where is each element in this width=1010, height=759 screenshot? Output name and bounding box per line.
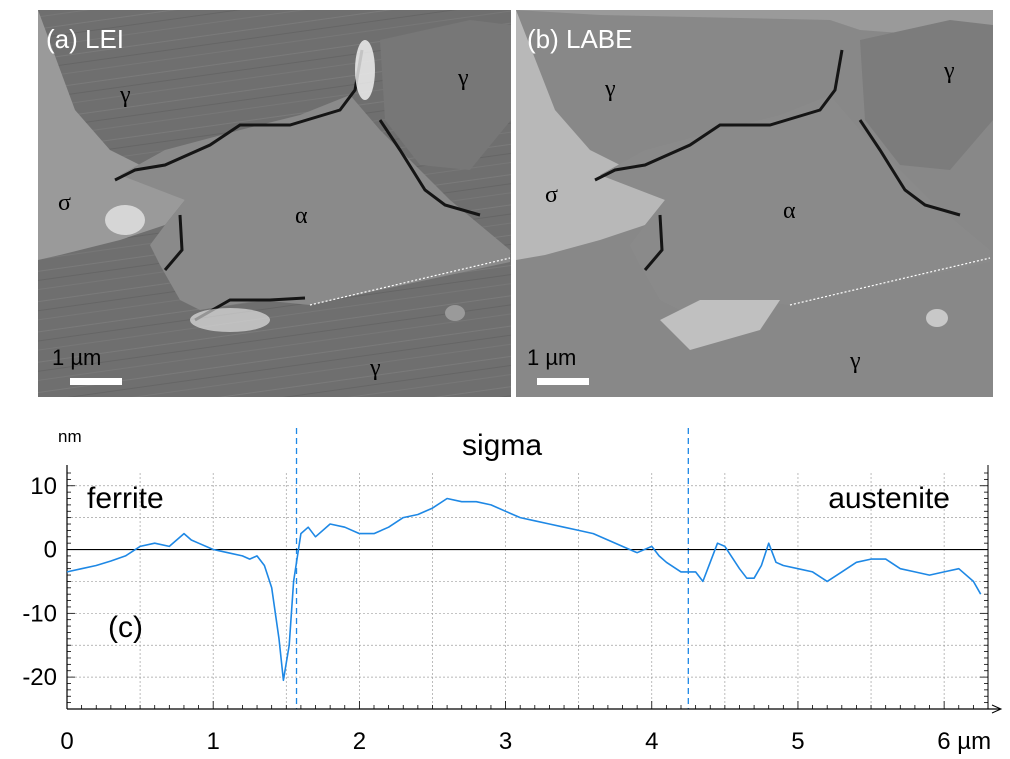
y-tick-label: -10 [22, 600, 57, 627]
chart-labels: 0 1 2 3 4 5 6 µm 10 0 -10 -20 nm ferrite sigma austeni… [22, 427, 991, 755]
x-tick-label: 1 [207, 728, 220, 755]
panel-a-phase-gamma-bottom: γ [369, 355, 381, 381]
panel-a-scale-label: 1 µm [52, 345, 101, 370]
panel-b-scale-label: 1 µm [527, 345, 576, 370]
y-tick-label: 0 [44, 537, 57, 564]
panel-b-phase-alpha: α [783, 198, 796, 224]
x-tick-label: 4 [645, 728, 658, 755]
x-tick-label: 5 [791, 728, 804, 755]
y-tick-label: 10 [30, 473, 57, 500]
y-unit-label: nm [58, 427, 82, 446]
region-label-sigma: sigma [462, 429, 542, 462]
panel-c-label: (c) [108, 611, 143, 644]
phase-boundaries [295, 428, 689, 709]
region-label-ferrite: ferrite [87, 482, 164, 515]
x-tick-label: 3 [499, 728, 512, 755]
y-tick-label: -20 [22, 664, 57, 691]
chart-series [66, 497, 982, 682]
panel-b-phase-sigma: σ [545, 182, 558, 208]
region-label-austenite: austenite [828, 482, 950, 515]
chart-axes [66, 465, 1003, 714]
panel-b-label: (b) LABE [527, 24, 633, 54]
x-tick-label: 2 [353, 728, 366, 755]
panel-a-label: (a) LEI [46, 24, 124, 54]
chart-grid [67, 473, 988, 710]
panel-b-phase-gamma-top-left: γ [604, 76, 616, 102]
micrograph-panel-a [38, 10, 511, 397]
panel-a-phase-alpha: α [295, 203, 308, 229]
x-tick-label: 0 [60, 728, 73, 755]
panel-b-phase-gamma-top-right: γ [943, 58, 955, 84]
x-axis-arrow [991, 704, 1003, 714]
panel-b-phase-gamma-bottom: γ [849, 348, 861, 374]
height-profile-line [66, 497, 982, 682]
panel-a-phase-gamma-top-left: γ [119, 82, 131, 108]
micrograph-panel-b [516, 10, 993, 397]
height-profile-chart: 0 1 2 3 4 5 6 µm 10 0 -10 -20 nm ferrite sigma austeni… [22, 427, 1003, 755]
panel-a-phase-gamma-top-right: γ [457, 65, 469, 91]
panel-a-phase-sigma: σ [58, 190, 71, 216]
x-tick-label: 6 µm [937, 728, 991, 755]
